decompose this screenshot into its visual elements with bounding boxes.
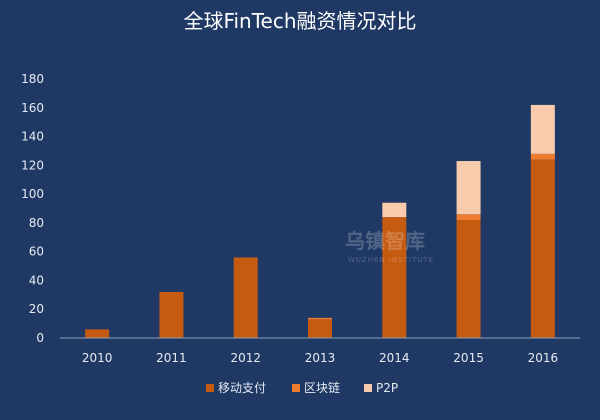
bar-2015-series-2 (456, 161, 481, 215)
x-tick-label: 2014 (379, 351, 410, 365)
bar-2013-series-1 (308, 317, 332, 320)
y-tick-label: 80 (29, 216, 44, 230)
x-tick-label: 2015 (453, 351, 484, 365)
bar-2015-series-0 (456, 220, 481, 338)
y-tick-label: 20 (29, 302, 44, 316)
y-tick-label: 120 (21, 158, 44, 172)
bar-2011-series-0 (159, 291, 184, 338)
legend-label: P2P (376, 381, 398, 395)
legend-label: 移动支付 (218, 381, 266, 395)
bar-2014-series-0 (382, 217, 407, 338)
y-axis: 0 20 40 60 80 100 120 140 160 180 (21, 72, 44, 345)
bar-2012-series-0 (233, 257, 258, 338)
x-tick-label: 2016 (528, 351, 559, 365)
y-tick-label: 100 (21, 187, 44, 201)
bar-2010-series-0 (85, 329, 110, 338)
y-tick-label: 140 (21, 130, 44, 144)
bar-2016-series-1 (530, 153, 555, 160)
bar-2015-series-1 (456, 214, 481, 221)
x-tick-label: 2010 (82, 351, 113, 365)
bar-2013-series-0 (308, 319, 332, 338)
chart-title: 全球FinTech融资情况对比 (183, 9, 416, 33)
watermark-subtext: WUZHEN INSTITUTE (348, 256, 434, 264)
x-tick-label: 2013 (305, 351, 336, 365)
legend-swatch (206, 384, 214, 392)
bar-plot-area (85, 104, 555, 338)
bar-2016-series-0 (530, 159, 555, 338)
legend-swatch (292, 384, 300, 392)
y-tick-label: 160 (21, 101, 44, 115)
x-axis: 2010 2011 2012 2013 2014 2015 2016 (82, 351, 558, 365)
watermark-logo-text: 乌镇智库 (345, 229, 425, 253)
legend: 移动支付 区块链 P2P (206, 380, 398, 395)
y-tick-label: 180 (21, 72, 44, 86)
legend-swatch (364, 384, 372, 392)
y-tick-label: 60 (29, 245, 44, 259)
watermark: 乌镇智库 WUZHEN INSTITUTE (345, 229, 434, 264)
bar-2016-series-2 (530, 104, 555, 154)
x-tick-label: 2011 (156, 351, 187, 365)
legend-label: 区块链 (304, 380, 340, 395)
x-tick-label: 2012 (230, 351, 261, 365)
y-tick-label: 40 (29, 273, 44, 287)
bar-2014-series-2 (382, 202, 407, 218)
y-tick-label: 0 (36, 331, 44, 345)
